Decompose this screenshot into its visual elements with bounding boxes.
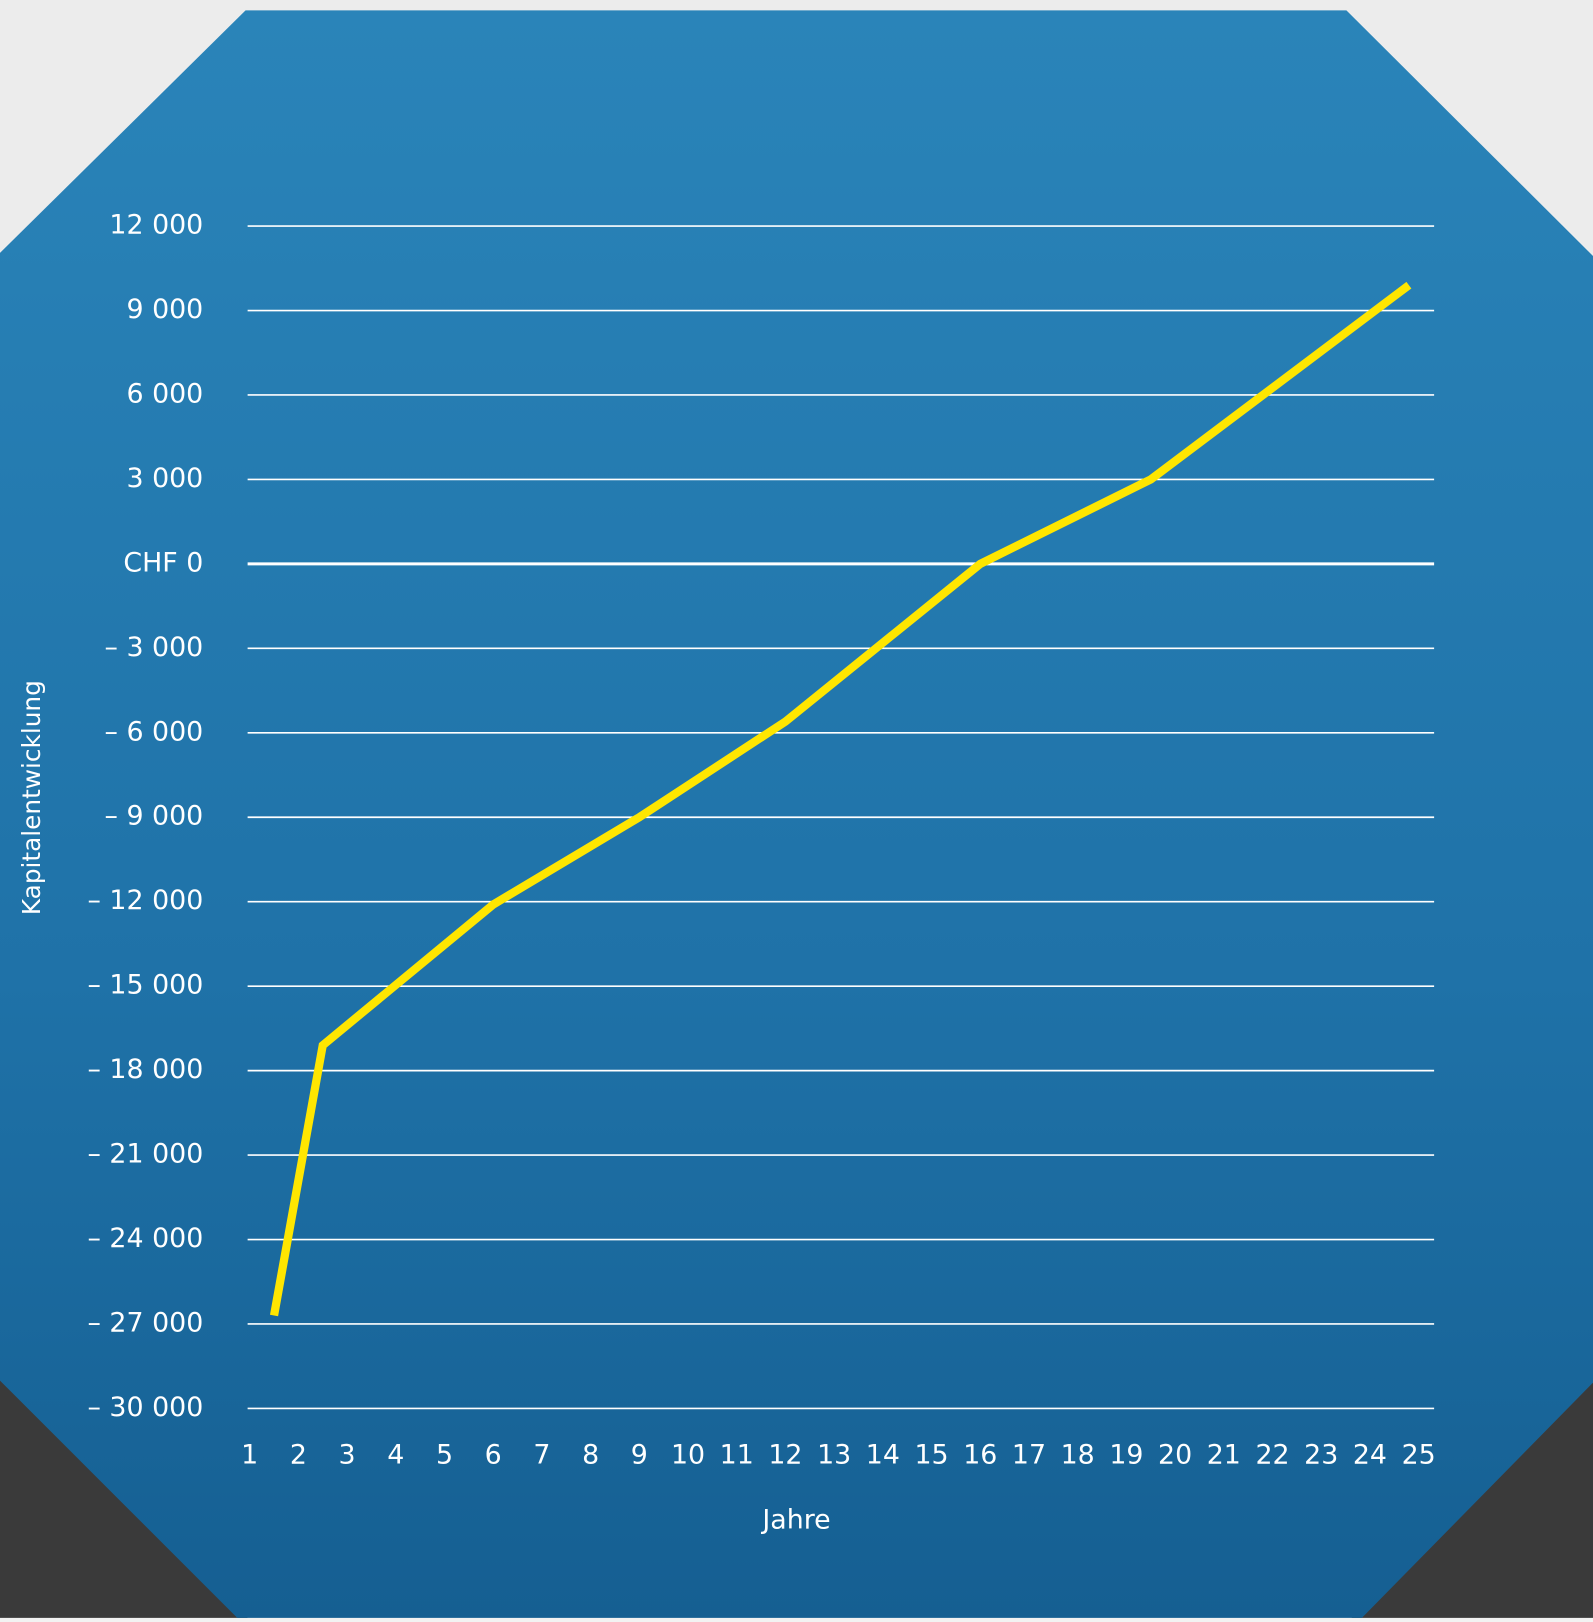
y-tick-label: 9 000 — [126, 294, 203, 325]
x-tick-label: 23 — [1304, 1439, 1338, 1470]
x-tick-label: 7 — [533, 1439, 550, 1470]
x-tick-label: 14 — [866, 1439, 900, 1470]
y-tick-label: 12 000 — [109, 210, 203, 241]
x-tick-label: 16 — [963, 1439, 997, 1470]
x-tick-label: 11 — [720, 1439, 754, 1470]
y-tick-label: – 18 000 — [88, 1054, 204, 1085]
y-tick-label: – 9 000 — [105, 801, 204, 832]
x-axis-title: Jahre — [760, 1504, 830, 1535]
octagon-background — [0, 10, 1593, 1618]
x-tick-label: 25 — [1402, 1439, 1436, 1470]
x-tick-label: 13 — [817, 1439, 851, 1470]
x-tick-label: 17 — [1012, 1439, 1046, 1470]
x-tick-label: 20 — [1158, 1439, 1192, 1470]
y-tick-label: – 30 000 — [88, 1392, 204, 1423]
x-tick-label: 18 — [1061, 1439, 1095, 1470]
x-tick-label: 2 — [290, 1439, 307, 1470]
x-tick-label: 21 — [1207, 1439, 1241, 1470]
x-tick-label: 19 — [1109, 1439, 1143, 1470]
y-tick-label: – 12 000 — [88, 885, 204, 916]
y-tick-label: – 6 000 — [105, 716, 204, 747]
y-tick-label: 6 000 — [126, 378, 203, 409]
y-tick-label: – 15 000 — [88, 970, 204, 1001]
y-tick-label: CHF 0 — [123, 547, 203, 578]
x-tick-label: 22 — [1255, 1439, 1289, 1470]
x-tick-label: 9 — [631, 1439, 648, 1470]
x-tick-label: 8 — [582, 1439, 599, 1470]
y-tick-label: – 3 000 — [105, 632, 204, 663]
x-tick-label: 15 — [915, 1439, 949, 1470]
x-tick-label: 1 — [241, 1439, 258, 1470]
y-tick-label: – 21 000 — [88, 1139, 204, 1170]
y-tick-label: – 24 000 — [88, 1223, 204, 1254]
y-tick-label: – 27 000 — [88, 1307, 204, 1338]
x-tick-label: 10 — [671, 1439, 705, 1470]
x-tick-label: 24 — [1353, 1439, 1387, 1470]
x-tick-label: 4 — [387, 1439, 404, 1470]
x-tick-label: 3 — [339, 1439, 356, 1470]
x-tick-label: 12 — [768, 1439, 802, 1470]
y-tick-label: 3 000 — [126, 463, 203, 494]
x-tick-label: 6 — [485, 1439, 502, 1470]
y-axis-title: Kapitalentwicklung — [17, 680, 46, 915]
data-line — [269, 281, 1412, 1317]
x-tick-label: 5 — [436, 1439, 453, 1470]
